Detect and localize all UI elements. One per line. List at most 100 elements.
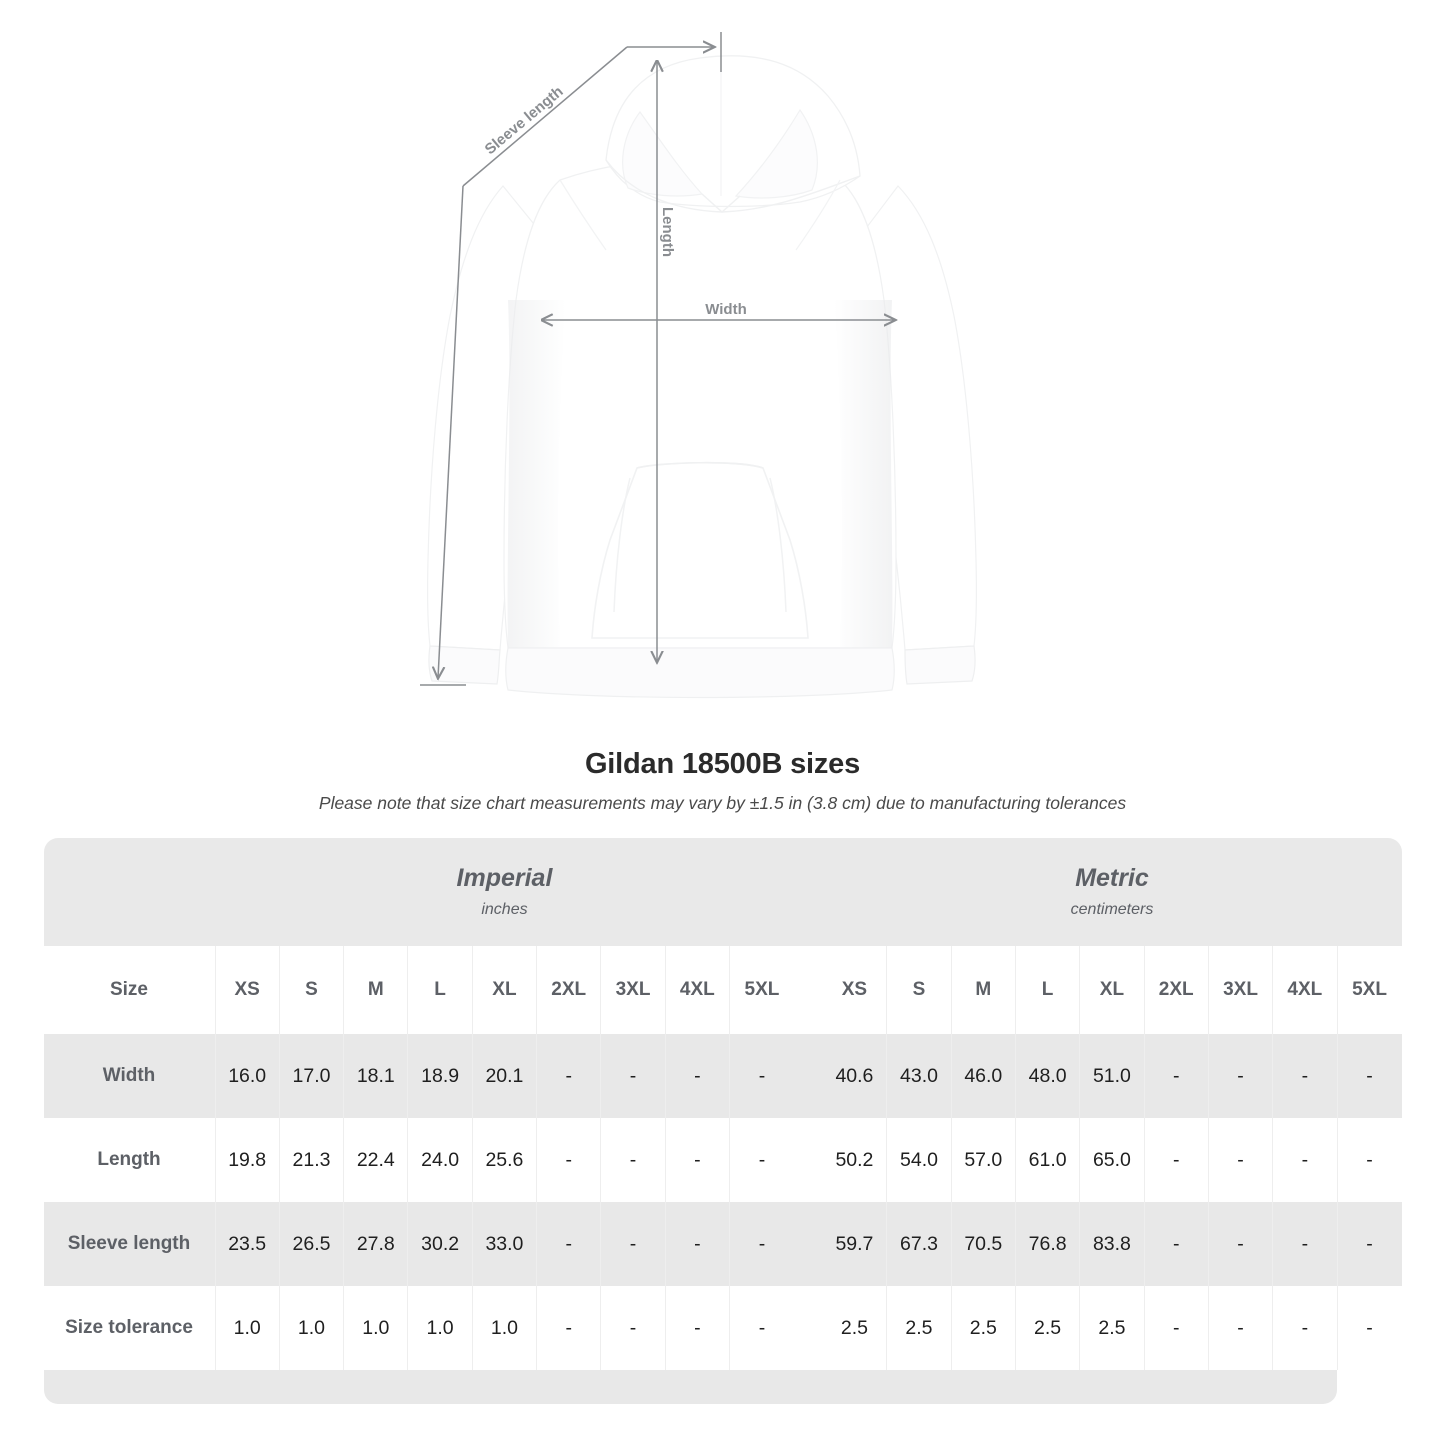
cell-length-metric-l: 61.0 — [1014, 1118, 1080, 1202]
cell-width-imperial-3xl: - — [600, 1034, 666, 1118]
row-gap-tolerance — [793, 1286, 823, 1370]
sleeve-diagonal — [462, 46, 628, 187]
cell-sleeve-metric-xl: 83.8 — [1079, 1202, 1145, 1286]
cell-tolerance-imperial-2xl: - — [536, 1286, 601, 1370]
cell-sleeve-imperial-m: 27.8 — [343, 1202, 408, 1286]
unit-banner-metric: Metric centimeters — [822, 838, 1402, 946]
size-header-metric-m: M — [950, 946, 1016, 1034]
cell-length-imperial-2xl: - — [536, 1118, 601, 1202]
size-header-metric-xl: XL — [1079, 946, 1145, 1034]
table-row: Sleeve length 23.5 26.5 27.8 30.2 33.0 -… — [43, 1202, 1402, 1286]
footer-cell-right — [1272, 1370, 1338, 1404]
cell-width-imperial-s: 17.0 — [278, 1034, 344, 1118]
cell-tolerance-imperial-l: 1.0 — [407, 1286, 473, 1370]
cell-width-metric-3xl: - — [1207, 1034, 1273, 1118]
cell-tolerance-imperial-4xl: - — [664, 1286, 730, 1370]
unit-sub-imperial: inches — [481, 900, 528, 918]
cell-width-imperial-l: 18.9 — [407, 1034, 473, 1118]
cell-length-metric-xl: 65.0 — [1079, 1118, 1145, 1202]
cell-sleeve-metric-5xl: - — [1336, 1202, 1402, 1286]
cell-sleeve-imperial-3xl: - — [600, 1202, 666, 1286]
cell-length-imperial-xl: 25.6 — [471, 1118, 537, 1202]
cell-tolerance-metric-l: 2.5 — [1014, 1286, 1080, 1370]
cell-sleeve-imperial-s: 26.5 — [278, 1202, 344, 1286]
cell-tolerance-metric-xs: 2.5 — [822, 1286, 887, 1370]
size-chart-table: Imperial inches Metric centimeters Size … — [43, 838, 1402, 1404]
cell-length-imperial-xs: 19.8 — [214, 1118, 280, 1202]
size-header-metric-s: S — [886, 946, 952, 1034]
cell-tolerance-metric-xl: 2.5 — [1079, 1286, 1145, 1370]
size-header-label: Size — [43, 946, 216, 1034]
row-label-width: Width — [43, 1034, 216, 1118]
cell-sleeve-imperial-2xl: - — [536, 1202, 601, 1286]
row-gap-width — [793, 1034, 823, 1118]
row-label-sleeve-length: Sleeve length — [43, 1202, 216, 1286]
cell-sleeve-imperial-l: 30.2 — [407, 1202, 473, 1286]
cell-sleeve-imperial-4xl: - — [664, 1202, 730, 1286]
size-header-imperial-5xl: 5XL — [729, 946, 794, 1034]
cell-sleeve-metric-s: 67.3 — [886, 1202, 952, 1286]
cell-tolerance-imperial-3xl: - — [600, 1286, 666, 1370]
row-gap-length — [793, 1118, 823, 1202]
size-header-imperial-xl: XL — [471, 946, 537, 1034]
cell-sleeve-imperial-5xl: - — [729, 1202, 794, 1286]
cell-sleeve-metric-l: 76.8 — [1014, 1202, 1080, 1286]
cell-sleeve-imperial-xl: 33.0 — [471, 1202, 537, 1286]
size-header-row: Size XS S M L XL 2XL 3XL 4XL 5XL XS S M … — [43, 946, 1402, 1034]
cell-length-metric-2xl: - — [1143, 1118, 1209, 1202]
cell-length-metric-4xl: - — [1272, 1118, 1338, 1202]
cell-width-metric-xs: 40.6 — [822, 1034, 887, 1118]
cell-tolerance-metric-m: 2.5 — [950, 1286, 1016, 1370]
page-subtitle: Please note that size chart measurements… — [318, 793, 1127, 813]
size-header-imperial-2xl: 2XL — [536, 946, 601, 1034]
unit-name-metric: Metric — [1075, 864, 1149, 893]
page-title: Gildan 18500B sizes — [584, 748, 861, 780]
unit-banner-row: Imperial inches Metric centimeters — [43, 838, 1402, 946]
cell-width-metric-s: 43.0 — [886, 1034, 952, 1118]
cell-sleeve-metric-m: 70.5 — [950, 1202, 1016, 1286]
sleeve-vertical — [438, 185, 464, 678]
cell-sleeve-metric-4xl: - — [1272, 1202, 1338, 1286]
cell-tolerance-imperial-5xl: - — [729, 1286, 794, 1370]
cell-tolerance-metric-3xl: - — [1207, 1286, 1273, 1370]
cell-width-metric-4xl: - — [1272, 1034, 1338, 1118]
cell-width-metric-2xl: - — [1143, 1034, 1209, 1118]
unit-banner-gap — [793, 838, 823, 946]
length-label: Length — [659, 207, 676, 257]
cell-width-metric-l: 48.0 — [1014, 1034, 1080, 1118]
cell-length-metric-s: 54.0 — [886, 1118, 952, 1202]
cell-tolerance-imperial-xs: 1.0 — [214, 1286, 280, 1370]
size-header-imperial-3xl: 3XL — [600, 946, 666, 1034]
table-row: Length 19.8 21.3 22.4 24.0 25.6 - - - - … — [43, 1118, 1402, 1202]
size-header-metric-3xl: 3XL — [1207, 946, 1273, 1034]
cell-tolerance-imperial-xl: 1.0 — [471, 1286, 537, 1370]
size-header-imperial-l: L — [407, 946, 473, 1034]
cell-length-imperial-l: 24.0 — [407, 1118, 473, 1202]
cell-length-imperial-s: 21.3 — [278, 1118, 344, 1202]
unit-name-imperial: Imperial — [456, 864, 553, 893]
cell-sleeve-metric-3xl: - — [1207, 1202, 1273, 1286]
table-row: Width 16.0 17.0 18.1 18.9 20.1 - - - - 4… — [43, 1034, 1402, 1118]
cell-length-metric-5xl: - — [1336, 1118, 1402, 1202]
row-label-size-tolerance: Size tolerance — [43, 1286, 216, 1370]
cell-width-imperial-xs: 16.0 — [214, 1034, 280, 1118]
size-header-imperial-m: M — [343, 946, 408, 1034]
title-block: Gildan 18500B sizes Please note that siz… — [0, 720, 1445, 814]
hoodie-measurement-diagram: Sleeve length Length Width — [0, 0, 1445, 720]
unit-sub-metric: centimeters — [1070, 900, 1154, 918]
cell-length-metric-3xl: - — [1207, 1118, 1273, 1202]
size-header-metric-xs: XS — [822, 946, 887, 1034]
cell-width-metric-xl: 51.0 — [1079, 1034, 1145, 1118]
cell-length-imperial-3xl: - — [600, 1118, 666, 1202]
footer-cell-middle — [215, 1370, 1273, 1404]
cell-length-imperial-5xl: - — [729, 1118, 794, 1202]
cell-tolerance-metric-s: 2.5 — [886, 1286, 952, 1370]
cell-tolerance-metric-4xl: - — [1272, 1286, 1338, 1370]
size-header-metric-l: L — [1014, 946, 1080, 1034]
size-header-gap — [794, 946, 823, 1034]
row-label-length: Length — [43, 1118, 216, 1202]
cell-length-metric-m: 57.0 — [950, 1118, 1016, 1202]
size-header-metric-4xl: 4XL — [1272, 946, 1338, 1034]
cell-sleeve-metric-2xl: - — [1143, 1202, 1209, 1286]
cell-tolerance-metric-5xl: - — [1336, 1286, 1402, 1370]
